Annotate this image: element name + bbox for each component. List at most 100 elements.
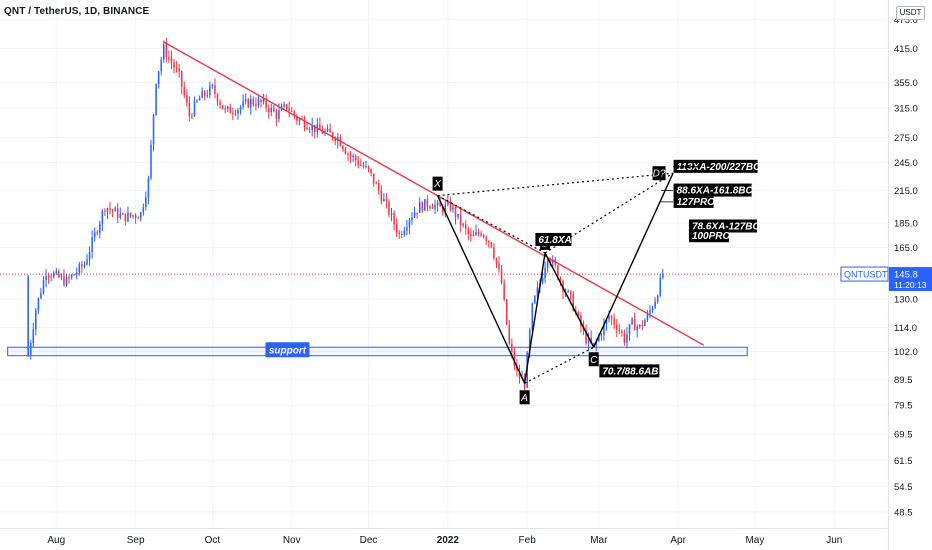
candle-body: [631, 318, 633, 325]
candle-body: [424, 199, 426, 211]
candle-body: [441, 206, 444, 212]
candle-body: [209, 86, 211, 96]
candle-body: [109, 208, 111, 210]
candle-body: [303, 119, 306, 128]
fib-annotation-box: [599, 364, 660, 378]
candle-body: [636, 326, 638, 331]
candle-body: [68, 277, 70, 279]
candle-body: [572, 294, 575, 311]
support-zone: [7, 346, 748, 357]
candle-body: [288, 108, 290, 111]
candle-body: [605, 319, 608, 325]
candle-body: [416, 212, 418, 214]
candle-body: [211, 84, 214, 87]
chart-grid: [0, 0, 888, 528]
fib-annotation-box: [673, 194, 714, 208]
candle-body: [150, 144, 152, 179]
candle-body: [649, 310, 651, 314]
candle-body: [360, 165, 362, 167]
candle-body: [365, 166, 367, 168]
candle-body: [147, 178, 150, 198]
candle-body: [370, 168, 372, 174]
candle-body: [342, 146, 344, 150]
candle-body: [592, 342, 595, 345]
price-tick-label: 245.0: [894, 158, 918, 169]
candle-body: [168, 57, 170, 59]
price-tick-label: 48.5: [894, 507, 913, 518]
candle-body: [196, 100, 198, 102]
candle-body: [662, 274, 664, 278]
candle-body: [293, 111, 296, 116]
pattern-point-box: [652, 166, 666, 181]
candle-body: [401, 233, 403, 235]
candle-body: [459, 213, 462, 225]
candle-body: [116, 208, 119, 218]
candle-body: [175, 67, 178, 69]
candle-body: [362, 165, 365, 167]
candle-body: [191, 115, 193, 117]
candle-body: [214, 84, 216, 95]
candle-body: [55, 271, 58, 274]
candle-body: [646, 313, 649, 321]
candle-body: [344, 149, 347, 154]
currency-button[interactable]: USDT: [896, 6, 925, 20]
candle-body: [178, 68, 180, 72]
candle-body: [42, 280, 45, 294]
candle-body: [557, 265, 559, 279]
candle-body: [76, 272, 78, 275]
candle-body: [444, 204, 447, 212]
last-price-value: 145.8: [894, 270, 918, 281]
candle-body: [541, 277, 544, 284]
price-tick-label: 415.0: [894, 44, 918, 55]
candle-body: [252, 99, 255, 105]
candle-body: [467, 228, 470, 235]
fib-annotation: 127PRO: [677, 197, 716, 208]
candle-body: [656, 295, 659, 302]
fib-annotation: 88.6XA-161.8BC: [677, 186, 754, 197]
candle-body: [544, 267, 546, 278]
candle-body: [250, 99, 252, 108]
candle-body: [170, 57, 173, 63]
time-tick-label: Oct: [205, 535, 221, 546]
candle-body: [308, 129, 311, 131]
candle-body: [403, 230, 406, 235]
candle-body: [390, 213, 393, 215]
candle-body: [598, 335, 600, 342]
candle-body: [160, 59, 162, 72]
candle-body: [462, 224, 464, 226]
countdown-value: 11:20:13: [894, 280, 927, 290]
candle-body: [99, 223, 101, 234]
fib-annotation: 70.7/88.6AB: [602, 366, 658, 377]
candle-body: [500, 269, 503, 284]
candle-body: [81, 264, 83, 267]
candle-body: [654, 301, 656, 308]
candle-body: [188, 102, 191, 116]
candle-body: [470, 234, 472, 237]
price-tick-label: 315.0: [894, 104, 918, 115]
price-tick-label: 79.5: [894, 401, 913, 412]
candle-body: [257, 99, 260, 106]
candle-body: [206, 95, 209, 97]
candle-body: [626, 334, 628, 343]
candle-body: [163, 44, 165, 60]
candle-body: [559, 278, 562, 282]
price-tick-label: 355.0: [894, 78, 918, 89]
candle-body: [482, 235, 485, 238]
candle-body: [610, 316, 613, 319]
candle-body: [122, 213, 124, 215]
candle-body: [70, 274, 73, 278]
candle-body: [83, 264, 86, 267]
time-tick-label: Aug: [47, 535, 65, 546]
price-tick-label: 114.0: [894, 323, 917, 334]
time-tick-label: May: [745, 535, 764, 546]
price-tick-label: 475.0: [894, 15, 918, 26]
candle-body: [644, 320, 646, 327]
candle-body: [234, 113, 237, 115]
candle-body: [603, 324, 605, 336]
pattern-leg: [523, 252, 546, 384]
support-zone-layer: support: [7, 342, 748, 358]
candle-body: [454, 207, 457, 218]
candle-body: [393, 213, 395, 225]
candle-body: [262, 98, 265, 103]
